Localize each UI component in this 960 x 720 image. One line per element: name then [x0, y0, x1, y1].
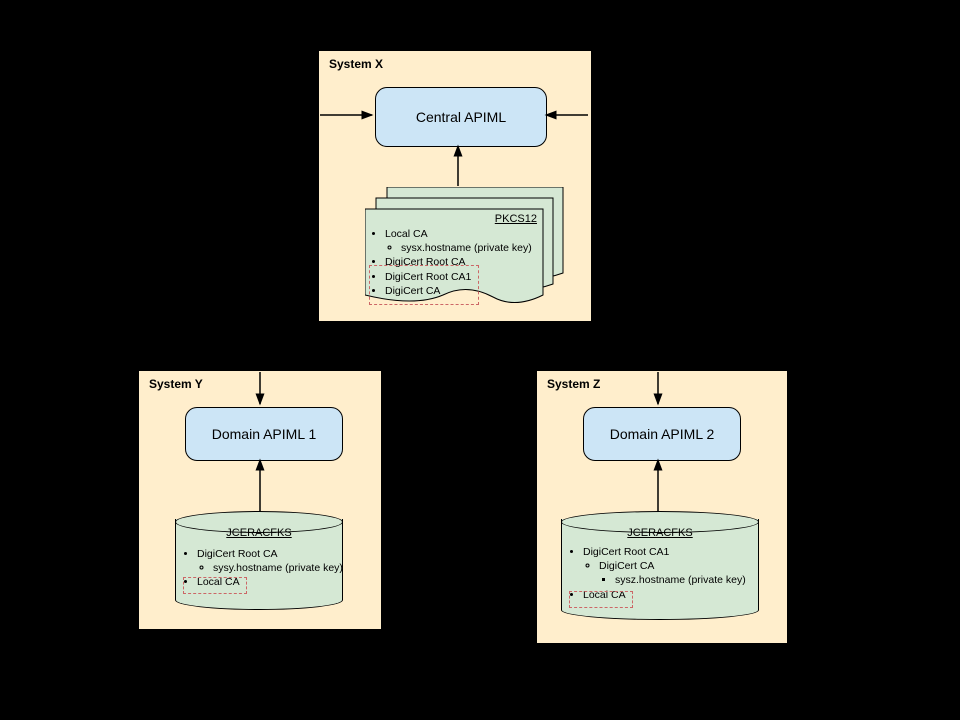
- system-z-storage-list: DigiCert Root CA1 DigiCert CA sysz.hostn…: [569, 545, 746, 602]
- system-x-label: System X: [329, 57, 383, 71]
- central-apiml-box: Central APIML: [375, 87, 547, 147]
- sysy-item-digicert-root: DigiCert Root CA: [197, 548, 278, 560]
- pkcs-item-digicert-root: DigiCert Root CA: [385, 256, 466, 268]
- sysy-item-local-ca: Local CA: [197, 576, 240, 588]
- pkcs-item-digicert-root1: DigiCert Root CA1: [385, 271, 471, 283]
- domain-apiml-1-label: Domain APIML 1: [212, 426, 317, 442]
- system-y-storage-list: DigiCert Root CA sysy.hostname (private …: [183, 547, 343, 590]
- pkcs12-stack: PKCS12 Local CA sysx.hostname (private k…: [365, 187, 565, 307]
- system-z-storage-title: JCERACFKS: [561, 527, 759, 539]
- system-z-label: System Z: [547, 377, 600, 391]
- system-y-label: System Y: [149, 377, 203, 391]
- sysy-item-hostname: sysy.hostname (private key): [213, 562, 343, 574]
- sysz-item-hostname: sysz.hostname (private key): [615, 574, 746, 586]
- central-apiml-label: Central APIML: [416, 109, 506, 125]
- sysz-item-local-ca: Local CA: [583, 589, 626, 601]
- domain-apiml-1-box: Domain APIML 1: [185, 407, 343, 461]
- system-x-box: System X Central APIML PKCS12 Local CA s…: [318, 50, 592, 322]
- pkcs12-list: Local CA sysx.hostname (private key) Dig…: [371, 227, 532, 298]
- system-z-box: System Z Domain APIML 2 JCERACFKS DigiCe…: [536, 370, 788, 644]
- domain-apiml-2-label: Domain APIML 2: [610, 426, 715, 442]
- domain-apiml-2-box: Domain APIML 2: [583, 407, 741, 461]
- system-y-cylinder: JCERACFKS DigiCert Root CA sysy.hostname…: [175, 511, 343, 613]
- pkcs12-title: PKCS12: [495, 213, 537, 225]
- system-y-box: System Y Domain APIML 1 JCERACFKS DigiCe…: [138, 370, 382, 630]
- system-y-storage-title: JCERACFKS: [175, 527, 343, 539]
- pkcs-item-digicert-ca: DigiCert CA: [385, 285, 440, 297]
- pkcs-item-local-ca: Local CA: [385, 228, 428, 240]
- system-z-cylinder: JCERACFKS DigiCert Root CA1 DigiCert CA …: [561, 511, 759, 625]
- pkcs-item-sysx-hostname: sysx.hostname (private key): [401, 242, 532, 254]
- sysz-item-digicert-root1: DigiCert Root CA1: [583, 546, 669, 558]
- sysz-item-digicert-ca: DigiCert CA: [599, 560, 654, 572]
